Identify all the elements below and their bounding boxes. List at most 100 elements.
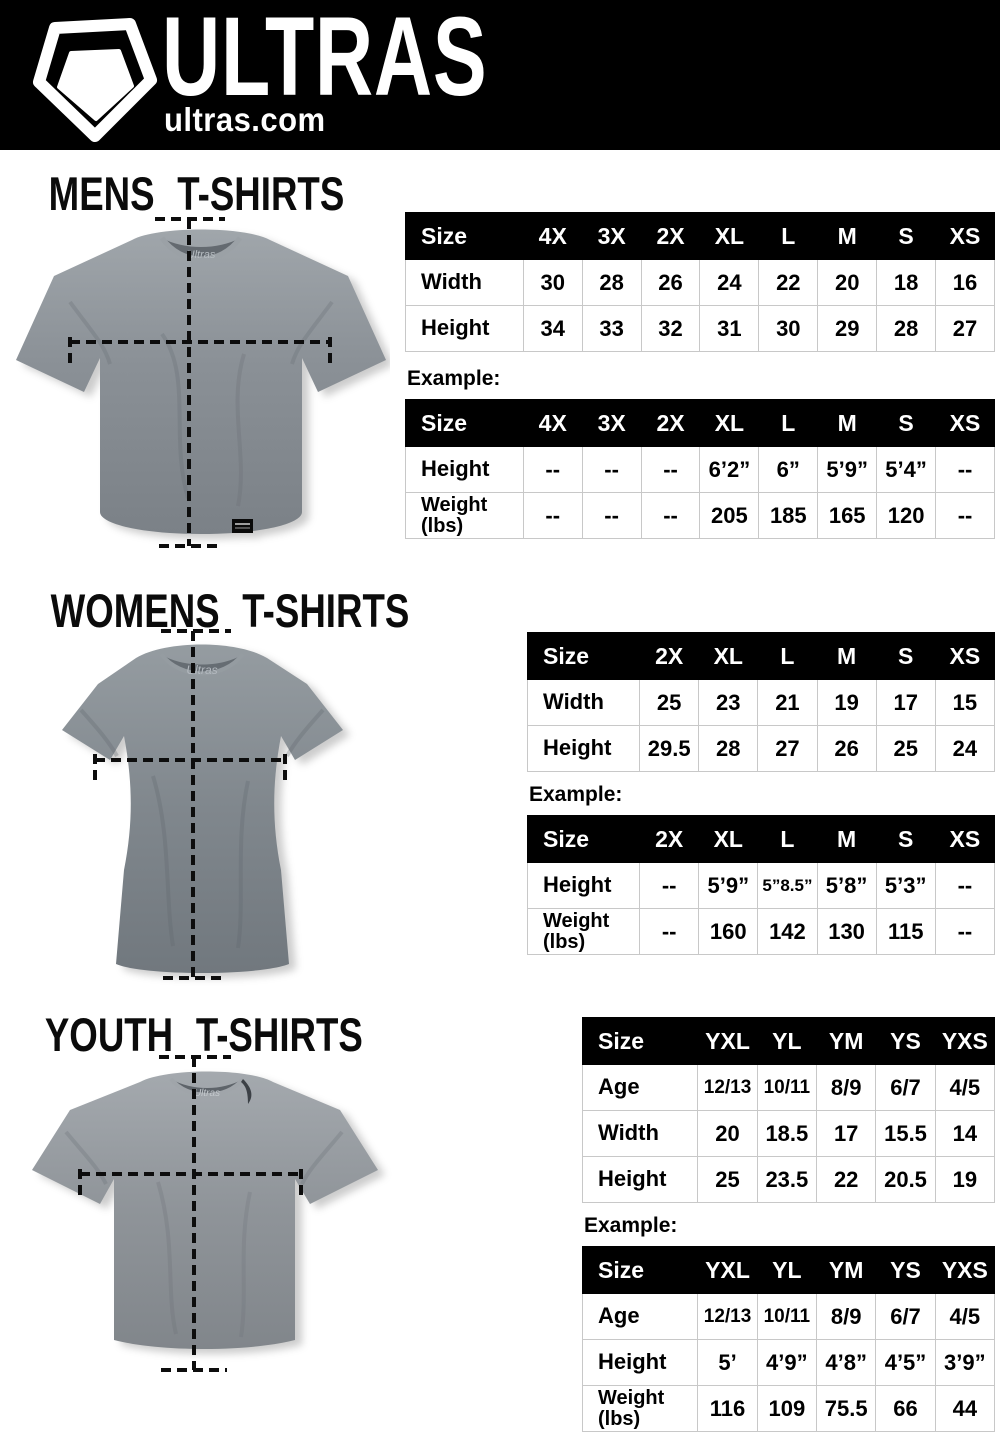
col-header: 2X (639, 815, 700, 863)
cell-value: 109 (756, 1385, 818, 1432)
mens-neck-label: Ultras (187, 249, 216, 261)
womens-example-table: Size 2X XL L M S XS Height -- 5’9” 5”8.5” 5’8” 5’3” -… (526, 815, 996, 955)
cell-value: -- (639, 862, 700, 909)
womens-example-label: Example: (529, 783, 623, 806)
cell-value: 8/9 (816, 1293, 877, 1340)
width-measure-line (93, 754, 287, 786)
cell-value: -- (935, 492, 995, 539)
row-label: Height (526, 725, 641, 772)
cell-value: 10/11 (756, 1064, 818, 1111)
mens-shirt-body: Ultras (16, 229, 386, 534)
row-label: Width (405, 259, 524, 306)
row-label: Width (526, 679, 641, 726)
cell-value: 30 (758, 305, 819, 352)
header-bar: ULTRAS ultras.com (0, 0, 1000, 150)
cell-value: 18 (876, 259, 937, 306)
youth-shirt-image: Ultras (32, 1055, 378, 1372)
col-header: XS (934, 815, 996, 863)
cell-value: 22 (758, 259, 819, 306)
cell-value: 14 (934, 1110, 996, 1157)
cell-value: 6’2” (699, 446, 760, 493)
cell-value: 8/9 (816, 1064, 877, 1111)
table-row: Height 29.5 28 27 26 25 24 (526, 725, 996, 772)
cell-value: 24 (699, 259, 760, 306)
table-row: Width 25 23 21 19 17 15 (526, 679, 996, 726)
cell-value: 28 (698, 725, 759, 772)
cell-value: 18.5 (756, 1110, 818, 1157)
col-header: YL (756, 1246, 818, 1294)
cell-value: 3’9” (934, 1339, 996, 1386)
col-header: Size (526, 632, 641, 680)
width-measure-line (78, 1169, 303, 1198)
youth-size-table: Size YXL YL YM YS YXS Age 12/13 10/11 8/9 6/7 4/5 Wi… (581, 1017, 996, 1203)
col-header: XS (935, 399, 995, 447)
cell-value: 22 (816, 1156, 877, 1203)
col-header: 2X (640, 212, 701, 260)
col-header: YM (816, 1017, 877, 1065)
brand-wordmark: ULTRAS (162, 0, 488, 119)
data-table: Size YXL YL YM YS YXS Age 12/13 10/11 8/9 6/7 4/5 He… (581, 1246, 996, 1432)
data-table: Size 2X XL L M S XS Width 25 23 21 19 17 15 Height 29.5… (526, 632, 996, 772)
cell-value: 185 (758, 492, 819, 539)
cell-value: 25 (875, 725, 936, 772)
table-row: Height 25 23.5 22 20.5 19 (581, 1156, 996, 1203)
cell-value: -- (639, 908, 700, 955)
cell-value: 30 (522, 259, 583, 306)
site-url: ultras.com (164, 101, 326, 138)
row-label: Height (581, 1156, 699, 1203)
cell-value: 34 (522, 305, 583, 352)
cell-value: 205 (699, 492, 760, 539)
womens-shirt-body: Ultras (62, 644, 343, 973)
cell-value: 116 (697, 1385, 758, 1432)
col-header: YM (816, 1246, 877, 1294)
col-header: XL (698, 815, 759, 863)
cell-value: 25 (639, 679, 700, 726)
table-row: Age 12/13 10/11 8/9 6/7 4/5 (581, 1293, 996, 1340)
table-row: Weight (lbs) -- 160 142 130 115 -- (526, 908, 996, 955)
mens-section-title: MENS T-SHIRTS (48, 167, 344, 220)
cell-value: 5”8.5” (757, 862, 818, 909)
col-header: M (817, 399, 878, 447)
cell-value: 4’8” (816, 1339, 877, 1386)
cell-value: 6/7 (875, 1293, 936, 1340)
data-table: Size YXL YL YM YS YXS Age 12/13 10/11 8/9 6/7 4/5 Wi… (581, 1017, 996, 1203)
col-header: YXS (934, 1017, 996, 1065)
height-measure-line (159, 1055, 231, 1372)
cell-value: 24 (934, 725, 996, 772)
col-header: XS (935, 212, 995, 260)
col-header: Size (526, 815, 641, 863)
mens-shirt-image: Ultras (16, 217, 386, 548)
cell-value: 4’5” (875, 1339, 936, 1386)
table-row: Height 5’ 4’9” 4’8” 4’5” 3’9” (581, 1339, 996, 1386)
row-label: Height (581, 1339, 699, 1386)
cell-value: 33 (581, 305, 642, 352)
cell-value: 12/13 (697, 1293, 758, 1340)
col-header: Size (581, 1017, 699, 1065)
col-header: XL (699, 399, 760, 447)
cell-value: 23 (698, 679, 759, 726)
womens-size-table: Size 2X XL L M S XS Width 25 23 21 19 17 15 Height 29.5… (526, 632, 996, 772)
cell-value: 28 (581, 259, 642, 306)
cell-value: 5’3” (875, 862, 936, 909)
cell-value: 29.5 (639, 725, 700, 772)
cell-value: 20 (697, 1110, 758, 1157)
cell-value: 28 (876, 305, 937, 352)
cell-value: 15 (934, 679, 996, 726)
row-label: Height (405, 446, 524, 493)
cell-value: 32 (640, 305, 701, 352)
cell-value: 5’4” (876, 446, 937, 493)
cell-value: 4’9” (756, 1339, 818, 1386)
col-header: Size (405, 212, 524, 260)
col-header: XS (934, 632, 996, 680)
row-label: Age (581, 1064, 699, 1111)
cell-value: 160 (698, 908, 759, 955)
mens-example-table: Size 4X 3X 2X XL L M S XS Height -- -- -- 6’2” 6” 5’9” 5… (405, 399, 995, 539)
cell-value: -- (522, 446, 583, 493)
table-row: Height -- -- -- 6’2” 6” 5’9” 5’4” -- (405, 446, 995, 493)
cell-value: 142 (757, 908, 818, 955)
col-header: S (876, 212, 937, 260)
col-header: Size (405, 399, 524, 447)
cell-value: 21 (757, 679, 818, 726)
womens-tables: Size 2X XL L M S XS Width 25 23 21 19 17 15 Height 29.5… (526, 632, 996, 955)
col-header: M (816, 632, 877, 680)
